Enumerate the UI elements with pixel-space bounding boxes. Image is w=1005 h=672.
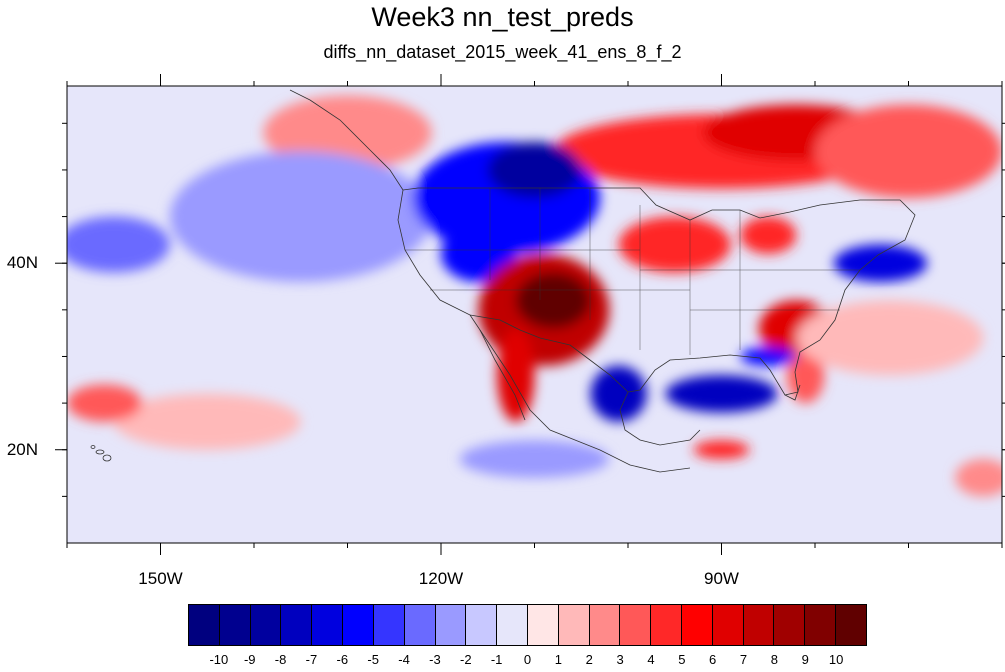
state-boundaries <box>405 188 860 355</box>
colorbar-swatch <box>343 605 374 645</box>
colorbar-label: -4 <box>398 652 410 667</box>
colorbar-label: -2 <box>459 652 472 667</box>
colorbar <box>188 604 867 646</box>
map-plot <box>55 74 1005 555</box>
colorbar-label: -5 <box>367 652 379 667</box>
colorbar-label: -7 <box>305 652 318 667</box>
colorbar-swatch <box>589 605 621 645</box>
anomaly-region-7 <box>487 141 582 198</box>
colorbar-swatch <box>651 605 682 645</box>
colorbar-swatch <box>404 605 436 645</box>
colorbar-swatch <box>435 605 467 645</box>
map-title: Week3 nn_test_preds <box>371 2 634 32</box>
colorbar-swatch <box>373 605 405 645</box>
colorbar-swatch <box>250 605 282 645</box>
colorbar-label: -3 <box>429 652 441 667</box>
anomaly-region-17 <box>665 375 778 413</box>
colorbar-swatch <box>558 605 590 645</box>
colorbar-swatch <box>805 605 837 645</box>
colorbar-label: 0 <box>523 652 532 667</box>
colorbar-swatch <box>466 605 498 645</box>
colorbar-swatch <box>620 605 652 645</box>
colorbar-swatch <box>312 605 344 645</box>
colorbar-label: 4 <box>647 652 655 667</box>
lat-tick-label: 40N <box>6 253 38 273</box>
lat-tick-label: 20N <box>6 439 38 459</box>
colorbar-swatch <box>527 605 559 645</box>
colorbar-swatch <box>774 605 806 645</box>
colorbar-label: 6 <box>709 652 717 667</box>
anomaly-region-15 <box>786 347 825 404</box>
coastlines <box>90 89 916 473</box>
colorbar-label: 10 <box>828 652 844 667</box>
lon-tick-label: 120W <box>418 569 464 588</box>
colorbar-swatch <box>281 605 313 645</box>
anomaly-region-23 <box>693 440 750 460</box>
colorbar-label: 7 <box>739 652 748 667</box>
anomaly-field <box>67 95 1002 497</box>
colorbar-label: -8 <box>274 652 287 667</box>
colorbar-label: -6 <box>336 652 349 667</box>
colorbar-swatch <box>836 605 866 645</box>
anomaly-region-25 <box>955 459 1002 497</box>
anomaly-region-24 <box>796 300 984 376</box>
colorbar-label: -10 <box>209 652 229 667</box>
colorbar-label: -1 <box>490 652 503 667</box>
anomaly-region-3 <box>815 104 1002 198</box>
anomaly-region-8 <box>441 225 516 282</box>
colorbar-label: 1 <box>554 652 562 667</box>
anomaly-region-16 <box>590 365 647 422</box>
anomaly-region-19 <box>833 244 928 282</box>
anomaly-region-21 <box>67 384 142 422</box>
axis-ticks <box>55 74 1005 555</box>
colorbar-label: -9 <box>243 652 256 667</box>
colorbar-swatch <box>497 605 528 645</box>
anomaly-region-22 <box>459 440 610 478</box>
anomaly-region-0 <box>263 95 432 170</box>
anomaly-region-4 <box>169 151 432 282</box>
colorbar-swatch <box>219 605 251 645</box>
anomaly-region-20 <box>113 393 301 450</box>
lon-tick-label: 150W <box>138 569 183 588</box>
colorbar-swatch <box>743 605 775 645</box>
colorbar-swatch <box>712 605 744 645</box>
colorbar-swatch <box>682 605 713 645</box>
anomaly-region-18 <box>740 347 797 366</box>
colorbar-label: 9 <box>801 652 809 667</box>
lon-tick-label: 90W <box>704 569 739 588</box>
colorbar-label: 3 <box>616 652 624 667</box>
colorbar-label: 8 <box>770 652 779 667</box>
anomaly-region-12 <box>618 216 731 273</box>
colorbar-label: 2 <box>585 652 593 667</box>
colorbar-swatch <box>189 605 220 645</box>
anomaly-region-11 <box>497 328 535 422</box>
map-subtitle: diffs_nn_dataset_2015_week_41_ens_8_f_2 <box>323 42 682 62</box>
colorbar-label: 5 <box>678 652 686 667</box>
anomaly-region-10 <box>515 272 591 329</box>
anomaly-region-13 <box>740 216 797 254</box>
anomaly-region-5 <box>67 216 170 273</box>
